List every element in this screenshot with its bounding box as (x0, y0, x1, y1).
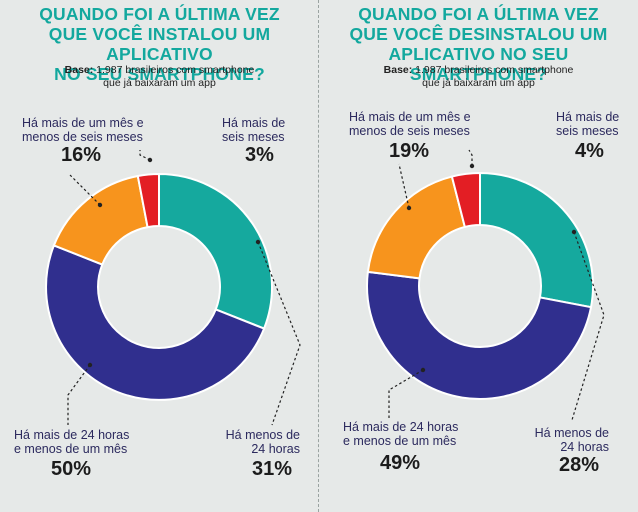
leader-line-over-1-month (69, 174, 101, 206)
chart-panel-installed: QUANDO FOI A ÚLTIMA VEZ QUE VOCÊ INSTALO… (14, 4, 301, 480)
slice-label-over-6-months: Há mais de seis meses (556, 110, 620, 138)
slice-value-over-1-month: 16% (61, 144, 102, 166)
slice-label-over-1-month: Há mais de um mês e menos de seis meses (349, 110, 471, 138)
leader-dot-over-1-month (406, 205, 412, 211)
chart-title: QUANDO FOI A ÚLTIMA VEZ QUE VOCÊ DESINST… (349, 4, 608, 84)
slice-value-24h-to-1-month: 49% (380, 452, 421, 474)
slice-label-under-24h: Há menos de 24 horas (225, 428, 300, 456)
leader-dot-over-1-month (97, 202, 103, 208)
slice-label-over-1-month: Há mais de um mês e menos de seis meses (22, 116, 144, 144)
donut-slice-over-1-month (366, 175, 467, 280)
panel-divider (318, 0, 319, 512)
leader-line-under-24h (257, 241, 301, 426)
slice-label-under-24h: Há menos de 24 horas (534, 426, 609, 454)
donut-slice-over-1-month (52, 174, 149, 266)
slice-value-over-6-months: 4% (575, 140, 604, 162)
leader-dot-over-6-months (147, 157, 153, 163)
donut-slice-over-6-months (136, 172, 160, 229)
donut-slice-under-24h (479, 171, 594, 309)
leader-dot-under-24h (571, 229, 577, 235)
slice-value-over-6-months: 3% (245, 144, 274, 166)
slice-value-24h-to-1-month: 50% (51, 458, 92, 480)
chart-base-note: Base: 1.987 brasileiros com smartphone q… (64, 64, 255, 89)
donut-slice-24h-to-1-month (45, 244, 266, 401)
leader-dot-24h-to-1-month (87, 362, 93, 368)
donut-slice-24h-to-1-month (366, 270, 593, 400)
slice-value-over-1-month: 19% (389, 140, 430, 162)
slice-value-under-24h: 31% (252, 458, 293, 480)
leader-dot-over-6-months (469, 163, 475, 169)
chart-title: QUANDO FOI A ÚLTIMA VEZ QUE VOCÊ INSTALO… (39, 4, 280, 84)
leader-line-over-6-months (139, 150, 151, 161)
slice-label-over-6-months: Há mais de seis meses (222, 116, 286, 144)
slice-value-under-24h: 28% (559, 454, 600, 476)
chart-panel-uninstalled: QUANDO FOI A ÚLTIMA VEZ QUE VOCÊ DESINST… (319, 0, 638, 512)
leader-dot-24h-to-1-month (420, 367, 426, 373)
slice-label-24h-to-1-month: Há mais de 24 horas e menos de um mês (343, 420, 459, 448)
leader-line-over-6-months (468, 149, 473, 166)
leader-dot-under-24h (255, 239, 261, 245)
leader-line-under-24h (571, 231, 605, 421)
donut-chart (45, 150, 301, 426)
donut-slice-under-24h (158, 172, 273, 330)
donut-chart (366, 149, 605, 421)
donut-slice-over-6-months (450, 171, 481, 229)
leader-line-24h-to-1-month (67, 364, 91, 425)
chart-base-note: Base: 1.987 brasileiros com smartphone q… (383, 64, 574, 89)
slice-label-24h-to-1-month: Há mais de 24 horas e menos de um mês (14, 428, 130, 456)
